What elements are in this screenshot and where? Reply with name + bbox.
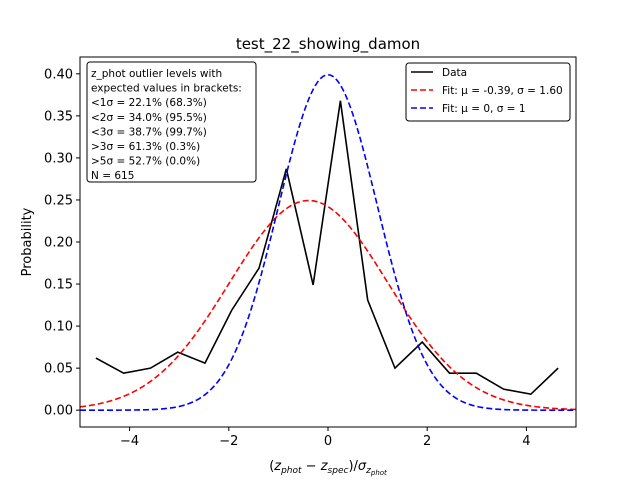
stats-line: >3σ = 61.3% (0.3%)	[91, 141, 200, 153]
legend: Data Fit: μ = -0.39, σ = 1.60 Fit: μ = 0, …	[405, 62, 571, 122]
y-tick-label: 0.00	[44, 404, 73, 419]
stats-line: expected values in brackets:	[91, 83, 242, 95]
y-tick-label: 0.05	[44, 362, 73, 377]
y-tick-label: 0.40	[44, 67, 73, 82]
y-tick-label: 0.10	[44, 320, 73, 335]
series-line-0	[95, 100, 559, 396]
x-axis-label: (zphot − zspec)/σzphot	[269, 459, 387, 477]
y-tick-label: 0.30	[44, 151, 73, 166]
series-line-2	[80, 73, 576, 411]
stats-line: <3σ = 38.7% (99.7%)	[91, 126, 207, 138]
y-tick-label: 0.25	[44, 193, 73, 208]
x-tick-label: 0	[324, 434, 332, 449]
stats-box: z_phot outlier levels with expected valu…	[86, 61, 257, 183]
stats-line: <1σ = 22.1% (68.3%)	[91, 97, 207, 109]
legend-label: Data	[442, 67, 467, 79]
y-tick-label: 0.15	[44, 278, 73, 293]
stats-line: z_phot outlier levels with	[91, 68, 222, 80]
chart-title: test_22_showing_damon	[236, 35, 420, 54]
stats-line: >5σ = 52.7% (0.0%)	[91, 156, 200, 168]
x-tick-label: −4	[120, 434, 139, 449]
legend-label: Fit: μ = -0.39, σ = 1.60	[442, 85, 563, 97]
legend-label: Fit: μ = 0, σ = 1	[442, 103, 526, 115]
stats-line: N = 615	[91, 170, 134, 182]
x-tick-label: 2	[423, 434, 431, 449]
y-tick-label: 0.35	[44, 109, 73, 124]
series-line-1	[80, 199, 576, 411]
y-axis-label: Probability	[20, 207, 35, 276]
y-tick-label: 0.20	[44, 236, 73, 251]
x-tick-label: −2	[219, 434, 238, 449]
stats-line: <2σ = 34.0% (95.5%)	[91, 112, 207, 124]
x-tick-label: 4	[522, 434, 530, 449]
